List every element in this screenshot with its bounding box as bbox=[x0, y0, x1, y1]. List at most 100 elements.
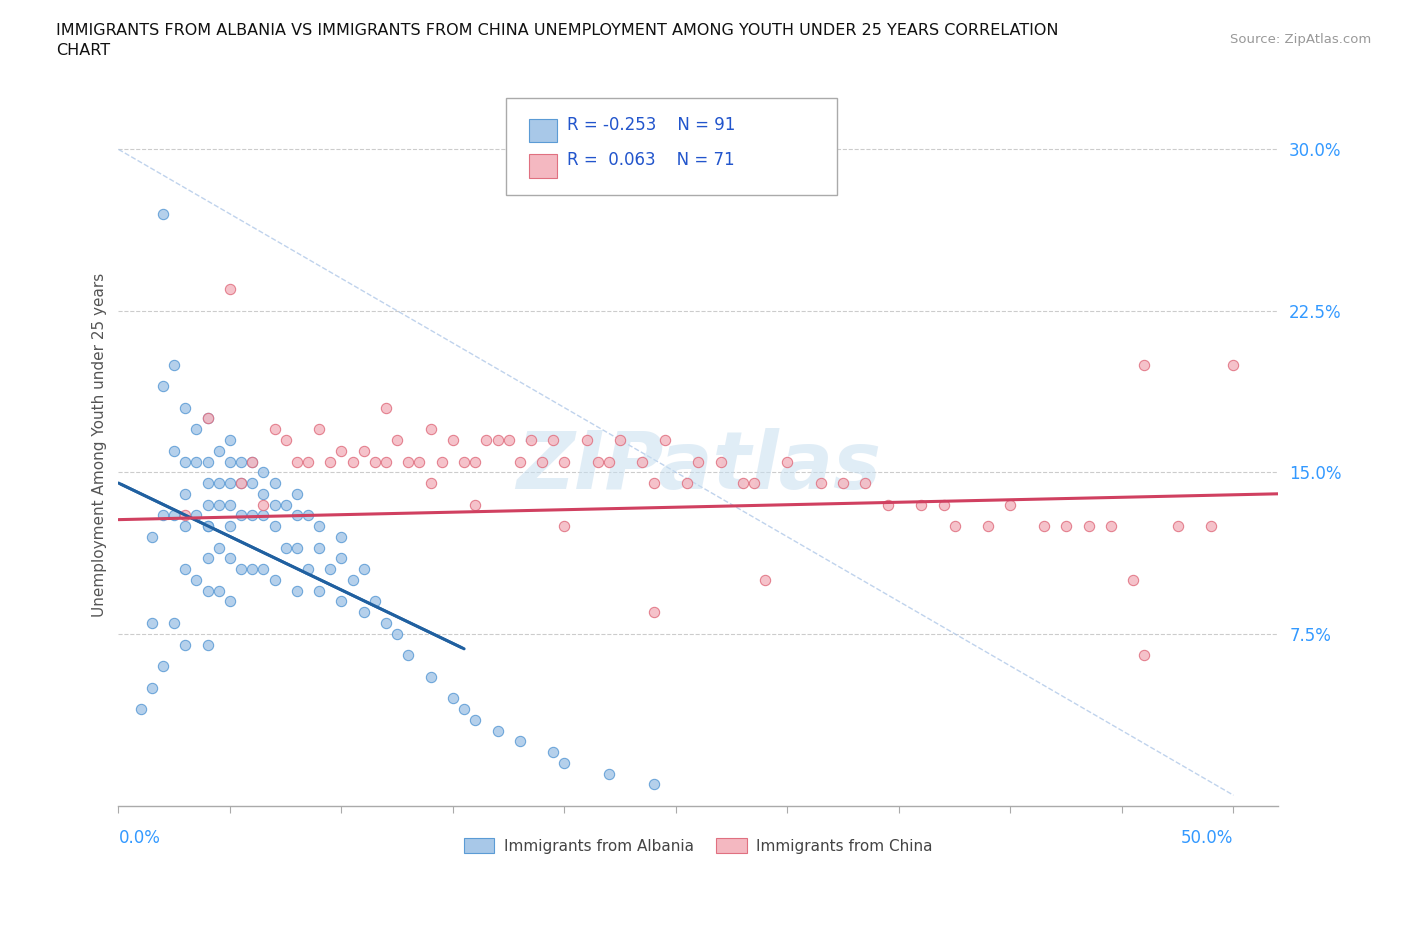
Point bbox=[208, 444, 231, 458]
Point bbox=[353, 562, 375, 577]
Point bbox=[330, 444, 353, 458]
Point bbox=[141, 616, 163, 631]
Point bbox=[174, 486, 197, 501]
Point bbox=[274, 432, 297, 447]
Point bbox=[263, 422, 285, 437]
Point bbox=[263, 573, 285, 588]
Point bbox=[654, 432, 676, 447]
Point bbox=[932, 498, 955, 512]
Point bbox=[263, 475, 285, 490]
Point bbox=[364, 594, 387, 609]
Point bbox=[229, 454, 252, 469]
Point bbox=[754, 573, 776, 588]
Point bbox=[197, 454, 219, 469]
Point bbox=[1032, 519, 1054, 534]
Point bbox=[197, 411, 219, 426]
Point bbox=[353, 604, 375, 619]
Point bbox=[553, 755, 575, 770]
Point bbox=[498, 432, 520, 447]
Point bbox=[141, 529, 163, 544]
Point bbox=[240, 454, 263, 469]
Point bbox=[208, 475, 231, 490]
Point bbox=[163, 357, 186, 372]
Point bbox=[385, 626, 408, 641]
Point bbox=[385, 432, 408, 447]
Point bbox=[197, 519, 219, 534]
Point bbox=[419, 475, 441, 490]
Point bbox=[308, 583, 330, 598]
Point bbox=[531, 454, 554, 469]
Point bbox=[832, 475, 855, 490]
Point bbox=[263, 519, 285, 534]
Point bbox=[186, 508, 208, 523]
Point bbox=[1122, 573, 1144, 588]
Point bbox=[396, 648, 419, 663]
Point bbox=[1167, 519, 1189, 534]
Point bbox=[1099, 519, 1122, 534]
Point bbox=[174, 637, 197, 652]
Point bbox=[543, 745, 565, 760]
Point bbox=[731, 475, 754, 490]
Point bbox=[219, 594, 242, 609]
Point bbox=[308, 540, 330, 555]
Point bbox=[252, 562, 274, 577]
Point bbox=[208, 498, 231, 512]
Point bbox=[219, 551, 242, 565]
Point bbox=[553, 519, 575, 534]
Point bbox=[219, 475, 242, 490]
Point bbox=[464, 498, 486, 512]
Point bbox=[330, 529, 353, 544]
Point bbox=[910, 498, 932, 512]
Point bbox=[229, 508, 252, 523]
Text: 50.0%: 50.0% bbox=[1181, 829, 1233, 847]
Text: ZIPatlas: ZIPatlas bbox=[516, 428, 880, 506]
Point bbox=[408, 454, 430, 469]
Point bbox=[1133, 357, 1156, 372]
Point bbox=[186, 454, 208, 469]
Point bbox=[464, 712, 486, 727]
Point bbox=[240, 508, 263, 523]
Text: R = -0.253    N = 91: R = -0.253 N = 91 bbox=[567, 115, 735, 134]
Point bbox=[174, 454, 197, 469]
Point bbox=[219, 519, 242, 534]
Point bbox=[208, 583, 231, 598]
Point bbox=[396, 454, 419, 469]
Point bbox=[285, 583, 308, 598]
Point bbox=[297, 562, 319, 577]
Point bbox=[1222, 357, 1244, 372]
Point bbox=[419, 422, 441, 437]
Point bbox=[297, 508, 319, 523]
Point bbox=[486, 724, 509, 738]
Point bbox=[274, 498, 297, 512]
Point bbox=[855, 475, 877, 490]
Y-axis label: Unemployment Among Youth under 25 years: Unemployment Among Youth under 25 years bbox=[93, 273, 107, 618]
Point bbox=[152, 658, 174, 673]
Point bbox=[197, 475, 219, 490]
Point bbox=[453, 454, 475, 469]
Point bbox=[688, 454, 710, 469]
Point bbox=[263, 498, 285, 512]
Point bbox=[297, 454, 319, 469]
Point bbox=[441, 432, 464, 447]
Point bbox=[285, 486, 308, 501]
Point bbox=[441, 691, 464, 706]
Point bbox=[609, 432, 631, 447]
Point bbox=[308, 422, 330, 437]
Point bbox=[152, 206, 174, 221]
Point bbox=[174, 519, 197, 534]
Point bbox=[977, 519, 1000, 534]
Point bbox=[240, 562, 263, 577]
Point bbox=[186, 573, 208, 588]
Point bbox=[543, 432, 565, 447]
Point bbox=[364, 454, 387, 469]
Point bbox=[208, 540, 231, 555]
Point bbox=[453, 701, 475, 716]
Point bbox=[163, 508, 186, 523]
Point bbox=[197, 519, 219, 534]
Point bbox=[240, 475, 263, 490]
Point bbox=[229, 475, 252, 490]
Point bbox=[197, 411, 219, 426]
Point bbox=[643, 777, 665, 791]
Point bbox=[631, 454, 654, 469]
Point bbox=[174, 508, 197, 523]
